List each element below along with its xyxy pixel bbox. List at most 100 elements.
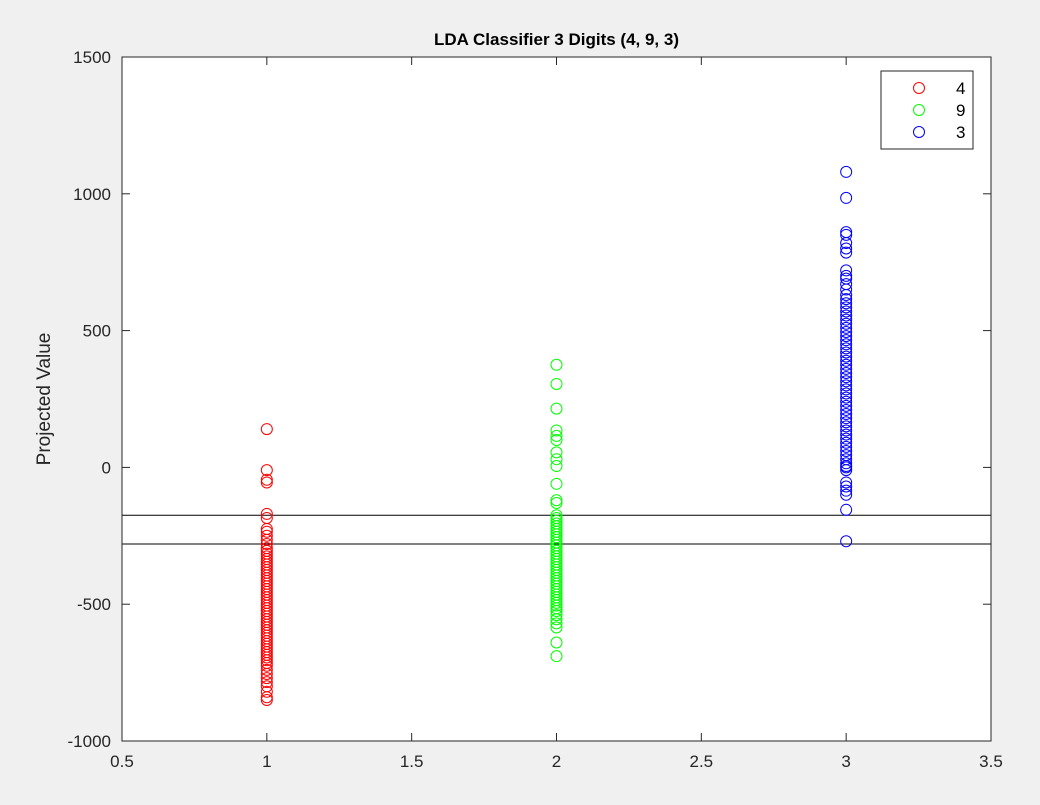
data-point-digit-3	[840, 484, 853, 497]
data-point-digit-9	[550, 636, 563, 649]
data-point-digit-3	[840, 309, 853, 322]
data-point-digit-9	[550, 402, 563, 415]
x-tick-label: 3.5	[979, 752, 1003, 771]
data-point-digit-4	[260, 507, 273, 520]
data-point-digit-4	[260, 529, 273, 542]
data-point-digit-3	[840, 338, 853, 351]
x-tick-label: 2	[552, 752, 561, 771]
data-point-digit-3	[840, 424, 853, 437]
data-point-digit-9	[550, 605, 563, 618]
data-point-digit-4	[260, 672, 273, 685]
data-point-digit-3	[840, 428, 853, 441]
data-point-digit-4	[260, 691, 273, 704]
data-point-digit-3	[840, 301, 853, 314]
data-point-digit-3	[840, 237, 853, 250]
data-point-digit-4	[260, 423, 273, 436]
data-point-digit-3	[840, 408, 853, 421]
data-point-digit-4	[260, 464, 273, 477]
data-point-digit-3	[840, 412, 853, 425]
data-point-digit-3	[840, 480, 853, 493]
legend-box	[880, 70, 974, 150]
data-point-digit-3	[840, 383, 853, 396]
data-point-digit-9	[550, 599, 563, 612]
data-point-digit-3	[840, 346, 853, 359]
data-point-digit-3	[840, 293, 853, 306]
data-point-digit-4	[260, 667, 273, 680]
y-axis-label: Projected Value	[34, 333, 55, 466]
data-point-digit-3	[840, 283, 853, 296]
axis-ticks: 0.5 1 1.5 2 2.5 3 3.5 -1000 -500 0 500 1000 1500	[68, 48, 1003, 771]
data-point-digit-3	[840, 457, 853, 470]
data-point-digit-9	[550, 358, 563, 371]
data-point-digit-3	[840, 325, 853, 338]
data-point-digit-3	[840, 399, 853, 412]
data-point-digit-3	[840, 403, 853, 416]
data-point-digit-3	[840, 330, 853, 343]
x-tick-label: 0.5	[110, 752, 134, 771]
data-point-digit-3	[840, 354, 853, 367]
data-point-digit-3	[840, 375, 853, 388]
data-point-digit-3	[840, 358, 853, 371]
y-tick-label: -500	[77, 595, 111, 614]
data-point-digit-9	[550, 609, 563, 622]
data-point-digit-9	[550, 429, 563, 442]
y-tick-label: 1000	[73, 185, 111, 204]
data-point-digit-3	[840, 264, 853, 277]
data-point-digit-3	[840, 289, 853, 302]
data-point-digit-3	[840, 246, 853, 259]
data-point-digit-4	[260, 525, 273, 538]
data-point-digit-3	[840, 371, 853, 384]
data-point-digit-9	[550, 650, 563, 663]
data-point-digit-4	[260, 476, 273, 489]
data-point-digit-9	[550, 596, 563, 609]
data-point-digit-3	[840, 436, 853, 449]
data-point-digit-3	[840, 342, 853, 355]
data-point-digit-3	[840, 476, 853, 489]
data-point-digit-3	[840, 464, 853, 477]
data-point-digit-3	[840, 362, 853, 375]
data-point-digit-3	[840, 334, 853, 347]
legend-label-digit-3: 3	[956, 123, 965, 142]
x-tick-label: 2.5	[690, 752, 714, 771]
data-point-digit-9	[550, 434, 563, 447]
plot-area	[122, 57, 991, 741]
data-point-digit-9	[550, 494, 563, 507]
data-point-digit-4	[260, 651, 273, 664]
legend-marker-digit-3	[913, 126, 925, 138]
legend-label-digit-9: 9	[956, 101, 965, 120]
data-point-digit-3	[840, 444, 853, 457]
data-point-digit-3	[840, 313, 853, 326]
chart-title: LDA Classifier 3 Digits (4, 9, 3)	[434, 30, 679, 49]
data-point-digit-3	[840, 391, 853, 404]
data-point-digit-4	[260, 663, 273, 676]
data-point-digit-9	[550, 460, 563, 473]
data-point-digit-9	[550, 477, 563, 490]
data-point-digit-9	[550, 446, 563, 459]
data-point-digit-3	[840, 379, 853, 392]
data-point-digit-3	[840, 228, 853, 241]
x-tick-label: 1	[262, 752, 271, 771]
data-point-digit-4	[260, 693, 273, 706]
data-point-digit-3	[840, 305, 853, 318]
data-point-digit-4	[260, 654, 273, 667]
data-point-digit-3	[840, 321, 853, 334]
legend-marker-digit-4	[913, 82, 925, 94]
y-tick-label: 500	[83, 322, 111, 341]
y-tick-label: 0	[102, 458, 111, 477]
y-tick-label: -1000	[68, 732, 111, 751]
data-point-digit-9	[550, 617, 563, 630]
x-tick-label: 3	[841, 752, 850, 771]
data-point-digit-3	[840, 387, 853, 400]
data-points	[260, 165, 853, 706]
data-point-digit-3	[840, 242, 853, 255]
data-point-digit-4	[260, 676, 273, 689]
data-point-digit-3	[840, 367, 853, 380]
data-point-digit-3	[840, 317, 853, 330]
data-point-digit-3	[840, 350, 853, 363]
x-tick-label: 1.5	[400, 752, 424, 771]
data-point-digit-4	[260, 538, 273, 551]
data-point-digit-3	[840, 488, 853, 501]
data-point-digit-3	[840, 297, 853, 310]
data-point-digit-4	[260, 685, 273, 698]
